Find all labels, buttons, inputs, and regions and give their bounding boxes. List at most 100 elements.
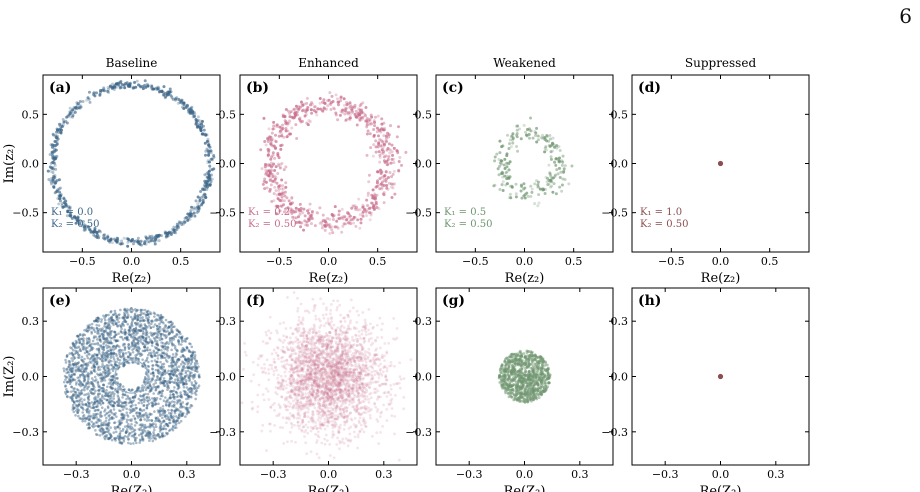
data-point (328, 102, 332, 106)
data-point (96, 361, 99, 364)
data-point (116, 376, 119, 380)
data-point (188, 374, 192, 377)
data-point (138, 423, 142, 427)
data-point (94, 433, 98, 436)
data-point (78, 416, 82, 420)
data-point (146, 313, 150, 317)
data-point (85, 339, 89, 343)
data-point (130, 324, 134, 328)
data-point (75, 381, 78, 384)
data-point (142, 397, 146, 400)
data-point (122, 342, 126, 346)
data-point (101, 379, 104, 382)
data-point (142, 413, 145, 417)
data-point (54, 135, 58, 139)
data-point (133, 360, 137, 364)
data-point (128, 408, 131, 411)
data-point (143, 377, 147, 380)
data-point (155, 434, 159, 437)
data-point (123, 434, 127, 438)
data-point (149, 432, 153, 436)
data-point (92, 406, 95, 410)
data-point (77, 382, 81, 386)
data-point (175, 401, 179, 405)
data-point (118, 441, 122, 445)
y-tick-label: −0.3 (12, 426, 39, 439)
data-point (133, 239, 137, 243)
data-point (397, 125, 401, 129)
data-point (137, 388, 140, 391)
data-point (180, 375, 184, 379)
data-point (121, 408, 125, 411)
data-point (131, 336, 135, 339)
data-point (294, 110, 298, 114)
data-point (147, 386, 151, 390)
data-point (101, 401, 105, 405)
data-point (132, 442, 135, 445)
data-point (275, 125, 279, 129)
data-point (86, 362, 90, 365)
data-point (133, 334, 136, 338)
data-point (541, 133, 545, 137)
data-point (168, 428, 172, 432)
data-point (173, 411, 177, 415)
data-point (179, 402, 182, 405)
data-point (269, 157, 273, 161)
data-point (203, 173, 207, 177)
data-point (182, 376, 185, 380)
data-point (106, 326, 110, 329)
data-point (95, 362, 99, 366)
data-point (145, 316, 148, 320)
data-point (398, 361, 402, 365)
data-point (104, 419, 108, 423)
data-point (96, 381, 100, 385)
data-point (195, 122, 199, 126)
data-point (183, 390, 187, 393)
data-point (135, 338, 139, 341)
data-point (100, 399, 103, 403)
data-point (107, 364, 110, 367)
data-point (162, 362, 166, 366)
data-point (122, 236, 126, 240)
data-point (270, 137, 274, 141)
data-point (186, 401, 190, 405)
data-point (121, 354, 125, 358)
data-point (392, 146, 396, 150)
data-point (299, 120, 303, 124)
data-point (167, 421, 171, 425)
data-point (183, 378, 186, 381)
data-point (57, 178, 61, 182)
data-point (118, 358, 122, 362)
data-point (82, 370, 86, 373)
data-point (97, 384, 100, 387)
data-point (52, 175, 56, 179)
data-point (118, 404, 122, 408)
data-point (297, 315, 301, 319)
data-point (280, 126, 284, 130)
data-point (306, 209, 310, 213)
data-point (145, 330, 149, 333)
data-point (109, 341, 113, 345)
data-point (179, 391, 182, 394)
data-point (60, 202, 64, 206)
data-point (142, 335, 145, 339)
data-point (135, 240, 139, 244)
data-point (273, 146, 277, 150)
data-point (179, 332, 182, 335)
data-point (86, 356, 90, 360)
data-point (392, 169, 396, 173)
data-point (61, 118, 65, 122)
data-point (189, 350, 193, 354)
data-point (106, 235, 110, 239)
data-point (194, 365, 197, 368)
data-point (193, 353, 197, 357)
data-point (342, 97, 346, 101)
data-point (144, 359, 148, 363)
data-point (137, 386, 140, 389)
data-point (142, 428, 146, 431)
data-point (77, 403, 81, 407)
data-point (339, 313, 343, 317)
data-point (560, 163, 564, 167)
data-point (85, 416, 89, 420)
data-point (266, 153, 270, 157)
